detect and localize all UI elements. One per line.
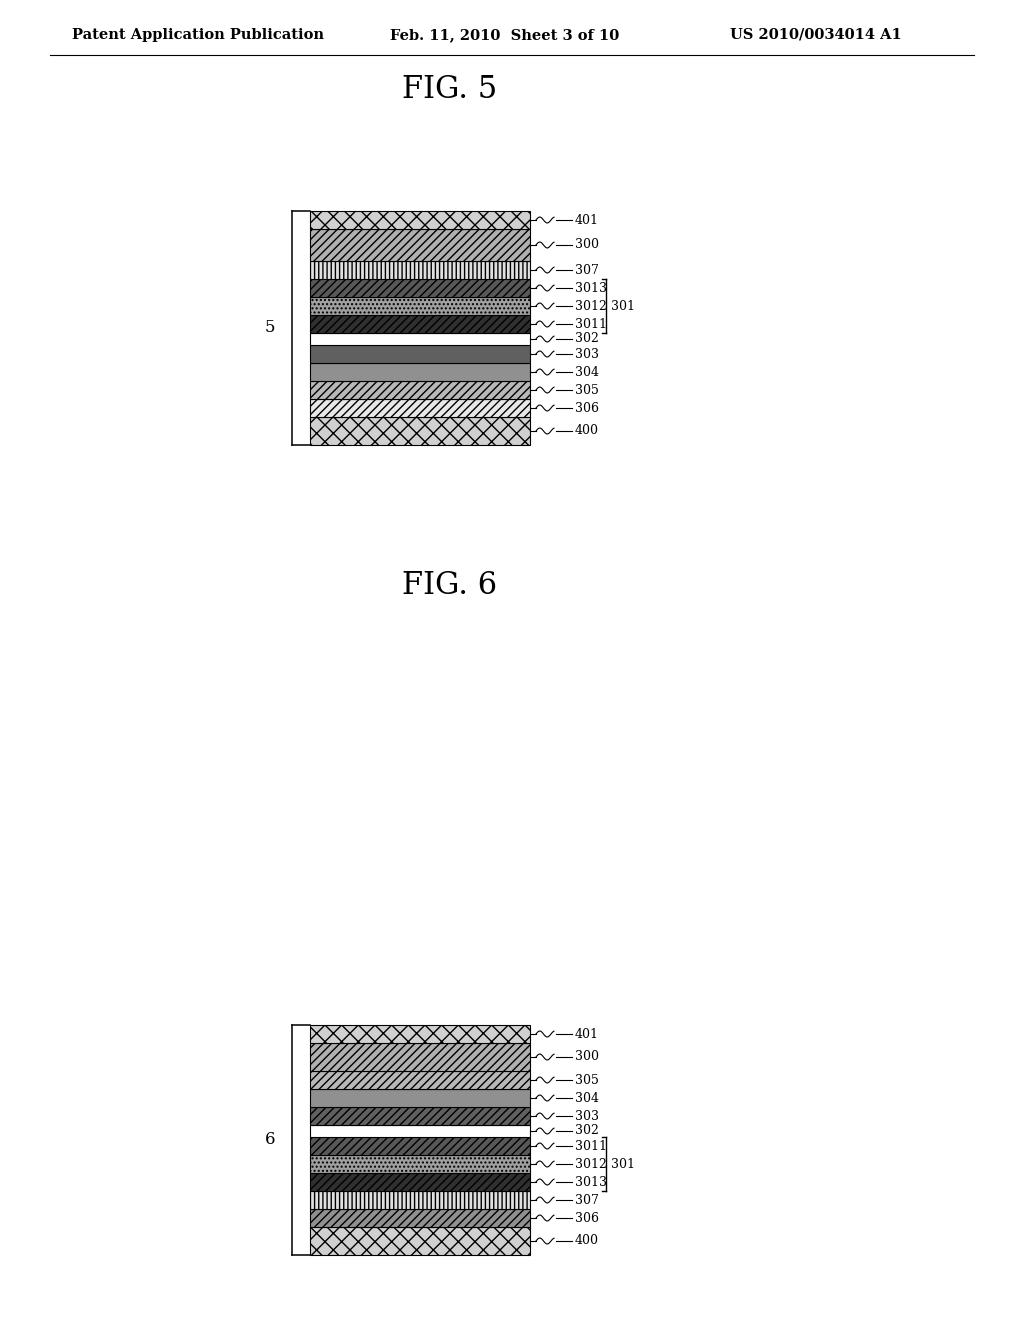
Text: Feb. 11, 2010  Sheet 3 of 10: Feb. 11, 2010 Sheet 3 of 10 [390, 28, 620, 42]
Text: 3011: 3011 [575, 1139, 607, 1152]
Text: 307: 307 [575, 264, 599, 276]
Bar [310, 1155, 530, 1173]
Text: 306: 306 [575, 401, 599, 414]
Text: US 2010/0034014 A1: US 2010/0034014 A1 [730, 28, 902, 42]
Bar [310, 1089, 530, 1107]
Text: 400: 400 [575, 1234, 599, 1247]
Bar [310, 1137, 530, 1155]
Bar [310, 315, 530, 333]
Text: 305: 305 [575, 1073, 599, 1086]
Text: 304: 304 [575, 366, 599, 379]
Text: 3012: 3012 [575, 300, 607, 313]
Bar [310, 297, 530, 315]
Bar [310, 1026, 530, 1043]
Text: 6: 6 [265, 1131, 275, 1148]
Bar [310, 399, 530, 417]
Bar [310, 345, 530, 363]
Bar [310, 261, 530, 279]
Text: 401: 401 [575, 1027, 599, 1040]
Text: 302: 302 [575, 333, 599, 346]
Text: 3012: 3012 [575, 1158, 607, 1171]
Text: Patent Application Publication: Patent Application Publication [72, 28, 324, 42]
Text: 306: 306 [575, 1212, 599, 1225]
Text: 3013: 3013 [575, 281, 607, 294]
Bar [310, 1125, 530, 1137]
Bar [310, 1107, 530, 1125]
Text: 401: 401 [575, 214, 599, 227]
Text: 300: 300 [575, 1051, 599, 1064]
Text: 303: 303 [575, 1110, 599, 1122]
Text: 302: 302 [575, 1125, 599, 1138]
Text: 305: 305 [575, 384, 599, 396]
Text: 300: 300 [575, 239, 599, 252]
Bar [310, 228, 530, 261]
Text: 3011: 3011 [575, 318, 607, 330]
Bar [310, 1209, 530, 1228]
Text: 307: 307 [575, 1193, 599, 1206]
Bar [310, 1071, 530, 1089]
Text: 3013: 3013 [575, 1176, 607, 1188]
Text: 301: 301 [611, 300, 635, 313]
Text: FIG. 5: FIG. 5 [402, 74, 498, 106]
Text: 5: 5 [265, 319, 275, 337]
Text: 301: 301 [611, 1158, 635, 1171]
Text: 304: 304 [575, 1092, 599, 1105]
Bar [310, 1228, 530, 1255]
Bar [310, 363, 530, 381]
Bar [310, 1191, 530, 1209]
Text: 303: 303 [575, 347, 599, 360]
Bar [310, 279, 530, 297]
Bar [310, 333, 530, 345]
Bar [310, 417, 530, 445]
Bar [310, 211, 530, 228]
Text: 400: 400 [575, 425, 599, 437]
Bar [310, 381, 530, 399]
Text: FIG. 6: FIG. 6 [402, 569, 498, 601]
Bar [310, 1173, 530, 1191]
Bar [310, 1043, 530, 1071]
